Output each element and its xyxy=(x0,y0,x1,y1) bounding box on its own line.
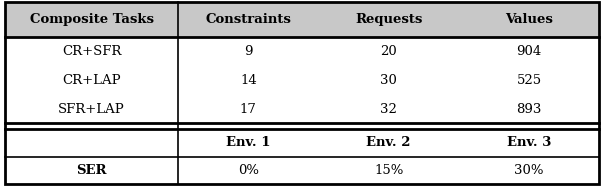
Text: 9: 9 xyxy=(244,45,252,58)
Text: 30%: 30% xyxy=(514,164,544,177)
Text: 20: 20 xyxy=(381,45,397,58)
Text: 0%: 0% xyxy=(238,164,259,177)
Text: CR+SFR: CR+SFR xyxy=(62,45,121,58)
Text: 32: 32 xyxy=(381,102,397,116)
Bar xyxy=(5,2,599,37)
Text: Constraints: Constraints xyxy=(205,13,291,26)
Text: Composite Tasks: Composite Tasks xyxy=(30,13,153,26)
Text: 30: 30 xyxy=(381,74,397,87)
Text: 893: 893 xyxy=(516,102,542,116)
Text: Env. 3: Env. 3 xyxy=(507,136,551,149)
Text: 15%: 15% xyxy=(374,164,403,177)
Text: 904: 904 xyxy=(516,45,542,58)
Text: SFR+LAP: SFR+LAP xyxy=(58,102,125,116)
Text: 17: 17 xyxy=(240,102,257,116)
Text: SER: SER xyxy=(76,164,107,177)
Text: CR+LAP: CR+LAP xyxy=(62,74,121,87)
Text: 525: 525 xyxy=(516,74,542,87)
Text: Env. 2: Env. 2 xyxy=(367,136,411,149)
Text: 14: 14 xyxy=(240,74,257,87)
Text: Values: Values xyxy=(505,13,553,26)
Text: Env. 1: Env. 1 xyxy=(226,136,271,149)
Text: Requests: Requests xyxy=(355,13,422,26)
